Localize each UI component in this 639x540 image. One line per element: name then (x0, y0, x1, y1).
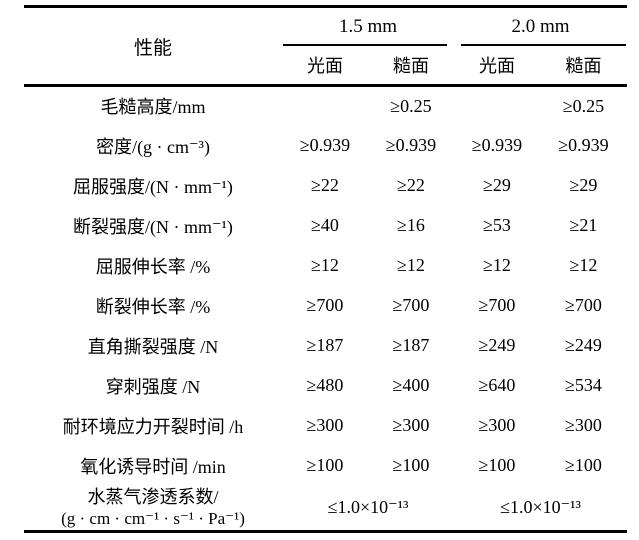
cell-value: ≥187 (392, 335, 430, 355)
cell-value: ≥29 (483, 175, 511, 195)
cell-value: ≥12 (397, 255, 425, 275)
cell-value: ≥187 (306, 335, 344, 355)
table-row-escr-time: 耐环境应力开裂时间 /h ≥300 ≥300 ≥300 ≥300 (24, 406, 627, 446)
cell-value: ≥12 (569, 255, 598, 275)
table-row-tear-strength: 直角撕裂强度 /N ≥187 ≥187 ≥249 ≥249 (24, 326, 627, 366)
material-spec-table: 性能 1.5 mm 2.0 mm 光面 糙面 光面 糙面 毛糙高度/mm ≥0.… (24, 5, 627, 533)
cell-value: ≥700 (392, 295, 430, 315)
cell-value: ≥22 (311, 175, 339, 195)
header-group-1-5mm: 1.5 mm (282, 7, 454, 46)
cell-value: ≥16 (397, 215, 425, 235)
row-label: 氧化诱导时间 /min (80, 456, 226, 477)
cell-value: ≥12 (311, 255, 339, 275)
table-header: 性能 1.5 mm 2.0 mm 光面 糙面 光面 糙面 (24, 7, 627, 86)
cell-value: ≥12 (483, 255, 511, 275)
cell-value: ≥100 (478, 455, 516, 475)
row-label: 毛糙高度/mm (100, 97, 206, 118)
row-label: 耐环境应力开裂时间 /h (62, 416, 244, 437)
cell-value: ≥40 (311, 215, 339, 235)
row-label: 断裂伸长率 /% (95, 296, 211, 317)
cell-value: ≥700 (565, 295, 602, 315)
table-row-puncture-strength: 穿刺强度 /N ≥480 ≥400 ≥640 ≥534 (24, 366, 627, 406)
cell-value: ≥100 (392, 455, 430, 475)
cell-value: ≥53 (483, 215, 511, 235)
cell-value: ≥0.939 (299, 135, 351, 155)
cell-value: ≥400 (392, 375, 430, 395)
cell-value: ≥0.25 (562, 95, 605, 116)
subheader-2-0mm-smooth: 光面 (479, 55, 515, 76)
table-row-density: 密度/(g · cm⁻³) ≥0.939 ≥0.939 ≥0.939 ≥0.93… (24, 126, 627, 166)
table-row-oxidation-induction-time: 氧化诱导时间 /min ≥100 ≥100 ≥100 ≥100 (24, 446, 627, 486)
cell-value (454, 86, 540, 126)
cell-value: ≥300 (565, 415, 602, 435)
cell-value: ≥480 (306, 375, 344, 395)
header-row-thickness: 性能 1.5 mm 2.0 mm (24, 7, 627, 59)
cell-value: ≥100 (565, 455, 602, 475)
cell-value: ≥300 (478, 415, 516, 435)
cell-value-span-1-5mm: ≤1.0×10⁻¹³ (327, 497, 409, 518)
subheader-1-5mm-textured: 糙面 (393, 55, 429, 76)
table-body: 毛糙高度/mm ≥0.25 ≥0.25 密度/(g · cm⁻³) ≥0.939… (24, 86, 627, 532)
cell-value: ≥0.939 (558, 135, 609, 155)
row-label: 密度/(g · cm⁻³) (96, 136, 210, 157)
cell-value: ≥22 (397, 175, 425, 195)
cell-value: ≥300 (392, 415, 430, 435)
cell-value: ≥700 (478, 295, 516, 315)
cell-value: ≥0.939 (471, 135, 523, 155)
cell-value-span-2-0mm: ≤1.0×10⁻¹³ (500, 497, 581, 518)
cell-value: ≥0.939 (385, 135, 437, 155)
subheader-2-0mm-textured: 糙面 (565, 55, 602, 76)
table-row-break-strength: 断裂强度/(N · mm⁻¹) ≥40 ≥16 ≥53 ≥21 (24, 206, 627, 246)
header-row-surface: 光面 糙面 光面 糙面 (24, 46, 627, 86)
row-label-unit-line: (g · cm · cm⁻¹ · s⁻¹ · Pa⁻¹) (61, 508, 245, 528)
table-row-yield-strength: 屈服强度/(N · mm⁻¹) ≥22 ≥22 ≥29 ≥29 (24, 166, 627, 206)
cell-value: ≥700 (306, 295, 344, 315)
cell-value: ≥29 (569, 175, 598, 195)
header-property: 性能 (133, 37, 172, 59)
row-label: 屈服伸长率 /% (95, 256, 211, 277)
table-row-break-elongation: 断裂伸长率 /% ≥700 ≥700 ≥700 ≥700 (24, 286, 627, 326)
header-group-2-0mm: 2.0 mm (454, 7, 627, 46)
row-label: 水蒸气渗透系数/ (g · cm · cm⁻¹ · s⁻¹ · Pa⁻¹) (24, 486, 282, 532)
cell-value: ≥300 (306, 415, 344, 435)
cell-value (282, 86, 368, 126)
row-label-line1: 水蒸气渗透系数/ (87, 486, 219, 507)
subheader-1-5mm-smooth: 光面 (307, 55, 343, 76)
row-label: 断裂强度/(N · mm⁻¹) (73, 216, 233, 237)
table-row-asperity-height: 毛糙高度/mm ≥0.25 ≥0.25 (24, 86, 627, 126)
cell-value: ≥249 (565, 335, 602, 355)
row-label: 屈服强度/(N · mm⁻¹) (73, 176, 233, 197)
cell-value: ≥0.25 (390, 95, 432, 116)
cell-value: ≥640 (478, 375, 516, 395)
cell-value: ≥100 (306, 455, 344, 475)
table-row-yield-elongation: 屈服伸长率 /% ≥12 ≥12 ≥12 ≥12 (24, 246, 627, 286)
table-row-water-vapor-permeability: 水蒸气渗透系数/ (g · cm · cm⁻¹ · s⁻¹ · Pa⁻¹) ≤1… (24, 486, 627, 532)
row-label: 直角撕裂强度 /N (87, 336, 219, 357)
row-label: 穿刺强度 /N (105, 376, 201, 397)
cell-value: ≥21 (569, 215, 598, 235)
cell-value: ≥249 (478, 335, 516, 355)
cell-value: ≥534 (565, 375, 602, 395)
